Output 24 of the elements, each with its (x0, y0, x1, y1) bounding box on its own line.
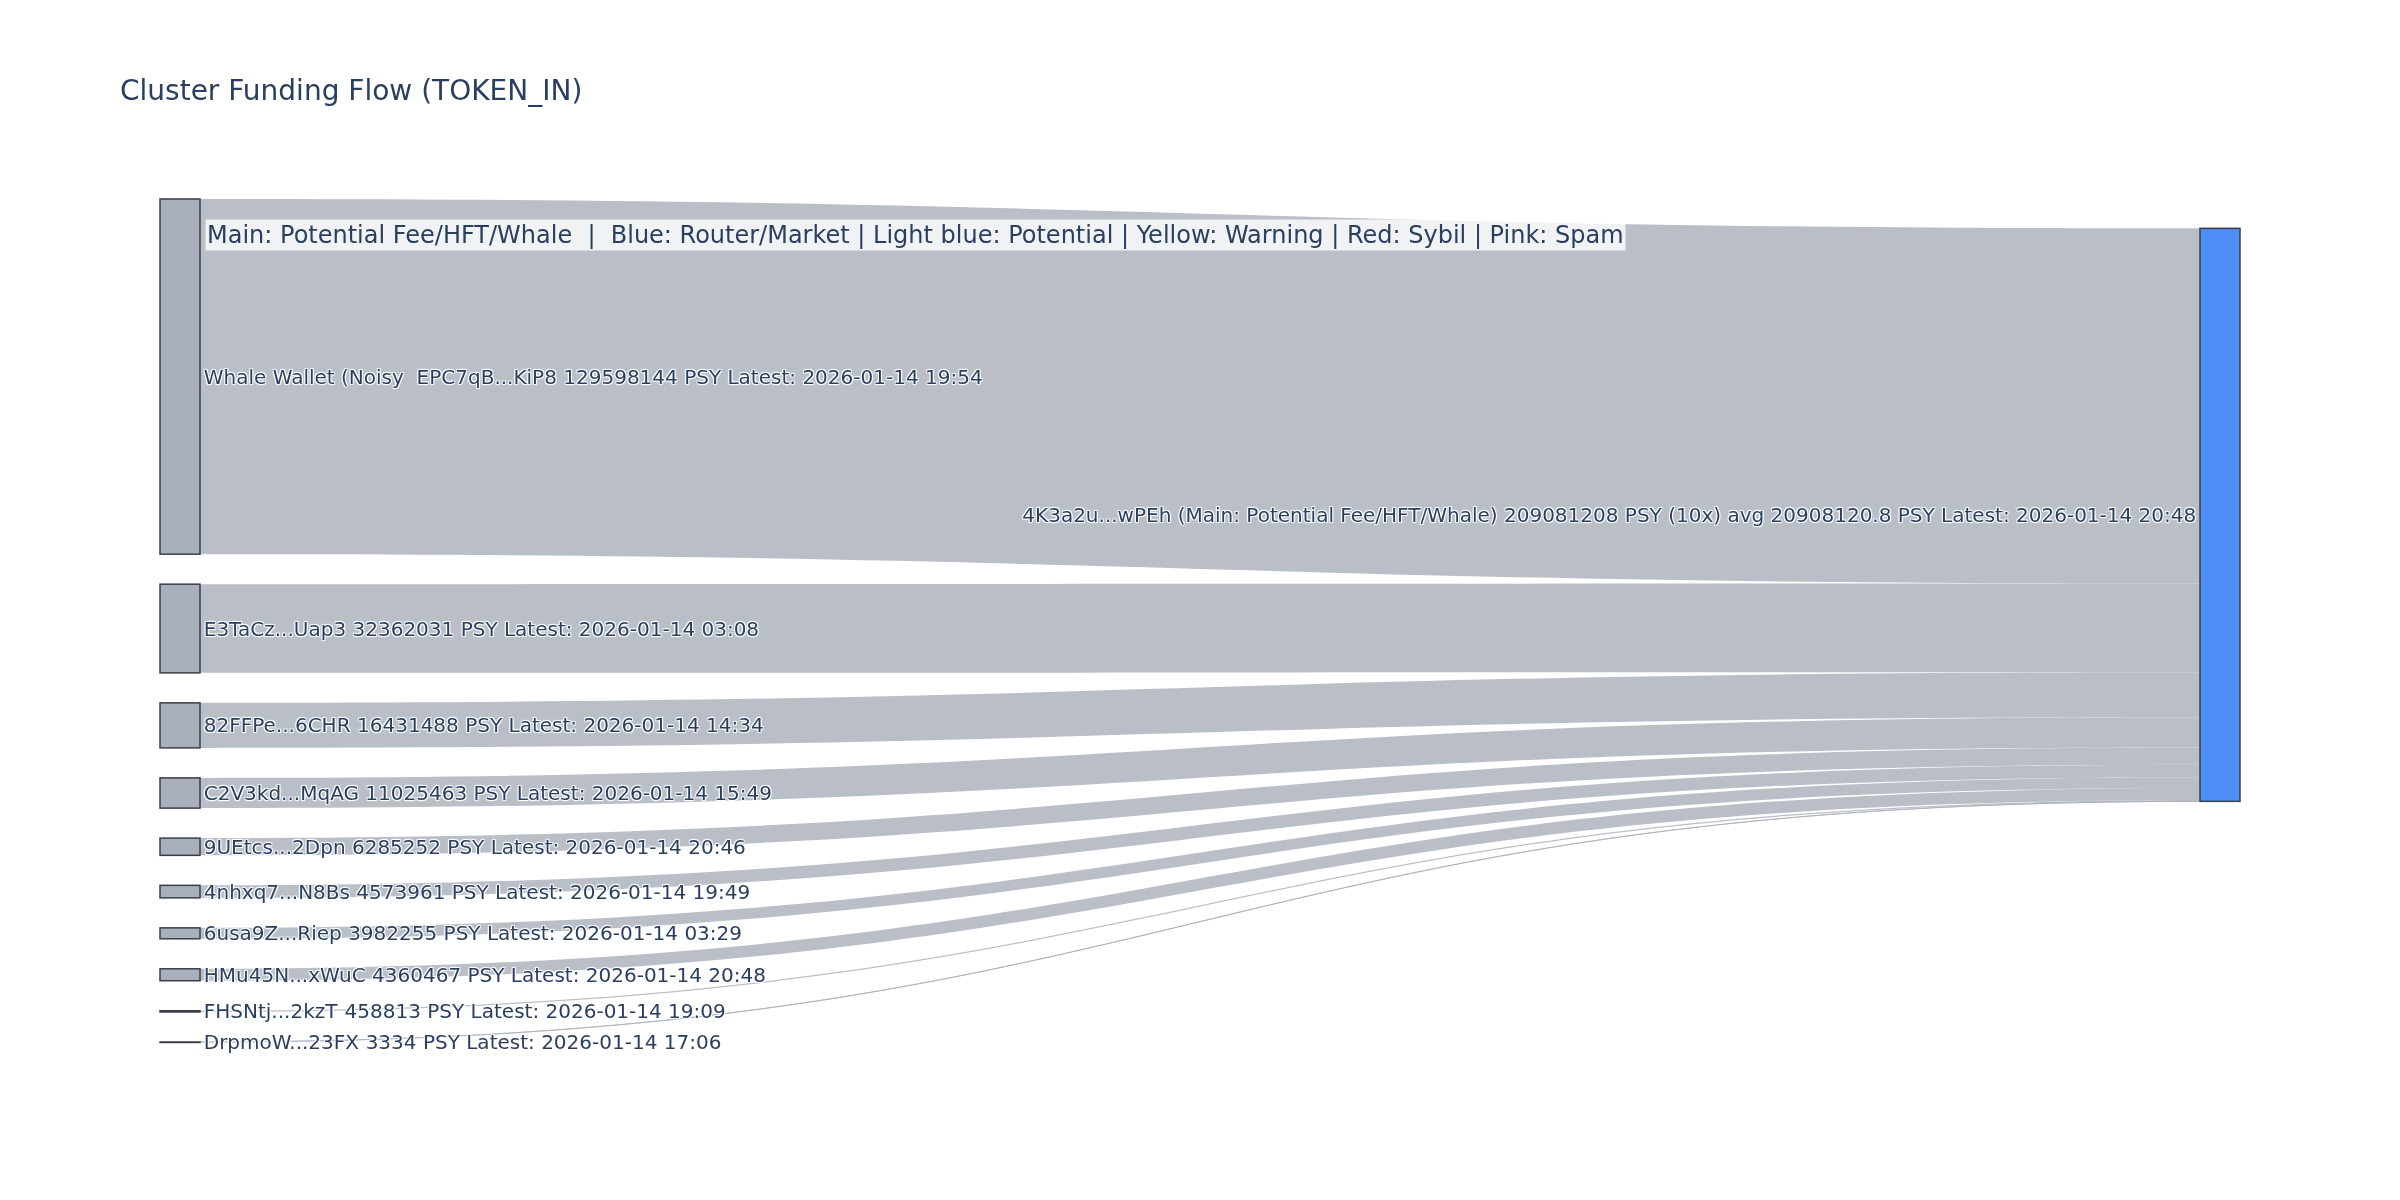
data-label: 129598144 PSY Latest: 2026-01-14 19:54 (563, 364, 983, 389)
data-label: 458813 PSY Latest: 2026-01-14 19:09 (344, 999, 726, 1024)
data-label: 3334 PSY Latest: 2026-01-14 17:06 (365, 1030, 722, 1055)
data-label: 3982255 PSY Latest: 2026-01-14 03:29 (348, 921, 743, 946)
category-label: DrpmoW...23FX (203, 1030, 360, 1055)
data-label: 209081208 PSY (10x) avg 20908120.8 PSY Latest: 2026-01-14 20:48 (1503, 502, 2197, 527)
data-label: 4360467 PSY Latest: 2026-01-14 20:48 (372, 962, 766, 987)
category-label: 82FFPe...6CHR (203, 713, 351, 738)
data-label: 4573961 PSY Latest: 2026-01-14 19:49 (356, 879, 751, 904)
data-label: 16431488 PSY Latest: 2026-01-14 14:34 (357, 713, 764, 738)
category-label: Whale Wallet (Noisy EPC7qB...KiP8 (203, 364, 557, 389)
category-label: 4K3a2u...wPEh (Main: Potential Fee/HFT/Whale) (1022, 502, 1498, 527)
category-label: FHSNtj...2kzT (203, 999, 339, 1024)
text: Main: Potential Fee/HFT/Whale | Blue: Router/Market | Light blue: Potential | Yellow: Warning | Red: Sybil | Pink: Spam (207, 221, 1624, 249)
category-label: HMu45N...xWuC (203, 962, 366, 987)
data-label: 32362031 PSY Latest: 2026-01-14 03:08 (352, 616, 760, 641)
category-label: 6usa9Z...Riep (203, 921, 342, 946)
data-label: 6285252 PSY Latest: 2026-01-14 20:46 (351, 834, 746, 859)
category-label: 4nhxq7...N8Bs (203, 879, 350, 904)
text: Cluster Funding Flow (TOKEN_IN) (120, 73, 583, 107)
category-label: C2V3kd...MqAG (203, 781, 359, 805)
category-label: E3TaCz...Uap3 (203, 616, 347, 641)
category-label: 9UEtcs...2Dpn (203, 834, 346, 859)
data-label: 11025463 PSY Latest: 2026-01-14 15:49 (365, 781, 772, 805)
